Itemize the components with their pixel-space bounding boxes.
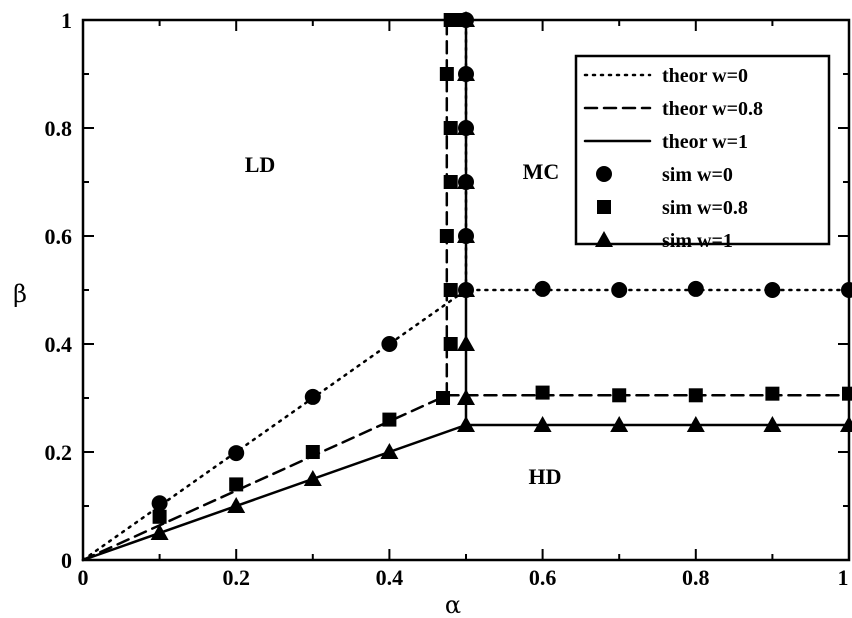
data-point-triangle [686,416,705,432]
y-tick-label: 0.2 [45,440,73,465]
data-point-square [765,386,780,401]
legend-label: sim w=0 [662,164,733,186]
data-point-triangle [840,416,852,432]
data-point-square [688,388,703,403]
legend-label: sim w=1 [662,230,733,252]
data-point-triangle [303,470,322,486]
data-point-square [443,283,458,297]
data-point-square [535,385,550,400]
x-tick-label: 1 [838,565,849,590]
y-tick-label: 0.8 [45,116,73,141]
data-point-triangle [457,227,475,243]
data-point-circle [687,280,704,297]
x-tick-label: 0.6 [529,565,557,590]
data-point-square [152,509,167,524]
region-label-hd: HD [529,464,562,489]
data-point-triangle [457,173,475,189]
legend-box [574,54,831,246]
data-point-triangle [457,119,475,135]
data-point-circle [534,280,551,297]
data-point-circle [304,388,321,405]
y-axis-title: β [13,280,27,308]
data-point-triangle [457,281,475,297]
data-point-triangle [457,335,475,351]
region-label-ld: LD [245,152,276,177]
data-point-square [443,121,458,135]
data-point-square [382,412,397,427]
data-point-circle [611,282,628,298]
data-point-triangle [457,416,475,432]
data-point-circle [841,282,852,298]
legend-items: theor w=0 theor w=0.8 theor w=1 sim w=0 sim … [583,65,763,252]
data-point-triangle [150,524,169,540]
legend-swatch-triangle [595,231,613,247]
legend-label: sim w=0.8 [662,197,748,219]
data-point-square [436,391,451,405]
legend-swatch-circle [596,166,612,182]
y-tick-label: 0.6 [45,224,73,249]
data-point-triangle [610,416,629,432]
data-point-square [443,175,458,189]
region-label-mc: MC [523,159,560,184]
data-point-circle [151,495,168,512]
legend-label: theor w=0 [662,65,748,87]
x-tick-labels: 0 0.2 0.4 0.6 0.8 1 [78,565,849,590]
legend-label: theor w=0.8 [662,98,763,120]
legend: theor w=0 theor w=0.8 theor w=1 sim w=0 sim … [574,54,831,252]
data-point-circle [228,445,245,462]
data-point-square [612,388,627,403]
simulation-markers [150,11,852,540]
region-labels: LD MC HD [245,152,562,489]
x-tick-label: 0.8 [682,565,710,590]
data-point-square [842,386,852,401]
y-tick-label: 0.4 [45,332,73,357]
data-point-triangle [457,389,475,405]
data-point-triangle [533,416,552,432]
data-point-triangle [380,443,399,459]
data-point-triangle [457,65,475,81]
data-point-square [305,445,320,459]
y-tick-label: 1 [61,8,72,33]
data-point-square [443,337,458,351]
x-axis-title: α [445,591,461,618]
data-point-triangle [763,416,782,432]
x-tick-label: 0.4 [376,565,404,590]
y-tick-labels: 0 0.2 0.4 0.6 0.8 1 [45,8,73,573]
data-point-square [229,477,244,492]
data-point-triangle [227,497,246,513]
x-tick-label: 0.2 [222,565,250,590]
data-point-square [439,229,454,243]
x-tick-label: 0 [78,565,89,590]
data-point-circle [381,336,398,352]
legend-swatch-square [597,200,611,214]
data-point-circle [764,282,781,298]
legend-label: theor w=1 [662,131,748,153]
theory-line-segment [81,423,851,562]
data-point-square [439,67,454,81]
data-point-triangle [457,11,475,27]
y-tick-label: 0 [61,548,72,573]
